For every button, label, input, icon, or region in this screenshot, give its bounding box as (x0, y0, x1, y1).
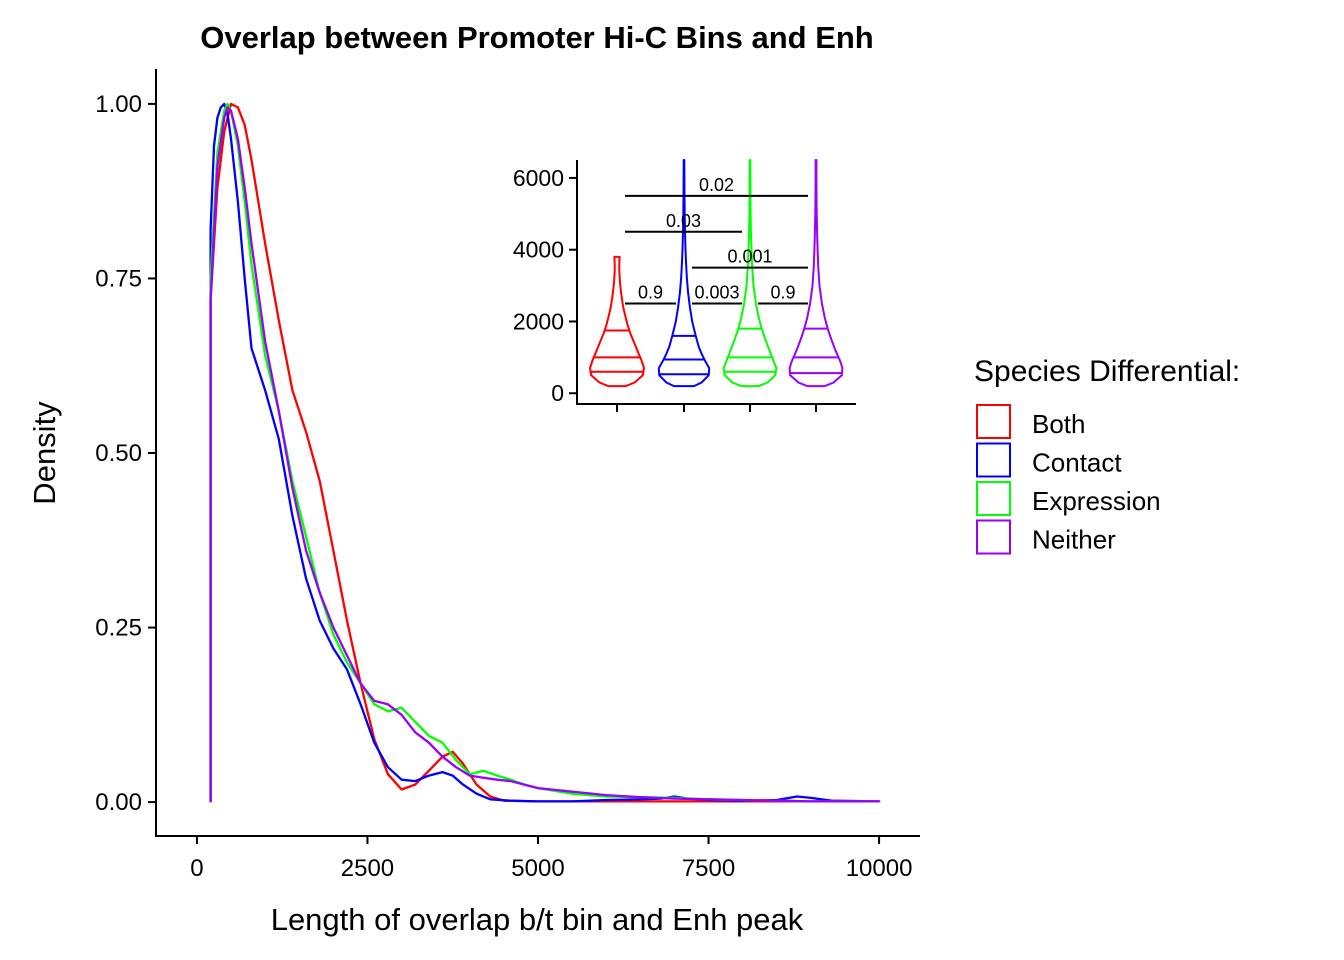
legend-key-neither (976, 519, 1011, 555)
legend-label-both: Both (1032, 409, 1086, 439)
y-tick-label: 0.50 (95, 440, 142, 467)
inset-violins (589, 159, 844, 388)
inset-y-tick-label: 4000 (513, 237, 564, 263)
violin-both (589, 255, 645, 388)
inset-y-tick-label: 2000 (513, 308, 564, 334)
y-axis-ticks: 0.00 0.25 0.50 0.75 1.00 (95, 91, 156, 816)
x-tick-label: 7500 (682, 855, 735, 882)
comparison-p-value-label: 0.02 (699, 175, 734, 195)
density-series (209, 102, 881, 803)
inset-y-tick-label: 0 (551, 380, 564, 406)
y-tick-label: 0.25 (95, 615, 142, 642)
x-tick-label: 2500 (341, 855, 394, 882)
comparison-p-value-label: 0.001 (727, 247, 772, 267)
y-tick-label: 1.00 (95, 91, 142, 118)
violin-contact (657, 159, 711, 388)
series-line-neither (209, 106, 881, 803)
chart-title: Overlap between Promoter Hi-C Bins and E… (200, 20, 874, 55)
inset-x-axis-ticks (616, 404, 817, 412)
y-axis-label: Density (27, 401, 62, 505)
legend-key-both (976, 404, 1011, 439)
x-axis-label: Length of overlap b/t bin and Enh peak (271, 902, 804, 937)
legend-key-expression (976, 481, 1011, 516)
legend-label-contact: Contact (1032, 448, 1122, 478)
legend-items: Both Contact Expression Neither (976, 404, 1161, 555)
x-tick-label: 0 (190, 855, 203, 882)
inset-y-axis-ticks: 0 2000 4000 6000 (513, 165, 577, 406)
comparison-p-value-label: 0.9 (638, 283, 663, 303)
comparison-p-value-label: 0.9 (770, 283, 795, 303)
x-axis-ticks: 0 2500 5000 7500 10000 (190, 836, 912, 882)
legend-label-expression: Expression (1032, 486, 1161, 516)
y-tick-label: 0.75 (95, 265, 142, 292)
legend: Species Differential: Both Contact Express… (974, 355, 1240, 555)
violin-neither (788, 159, 844, 388)
x-tick-label: 5000 (511, 855, 564, 882)
legend-key-contact (976, 442, 1011, 478)
comparison-p-value-label: 0.03 (666, 211, 701, 231)
inset-violin-plot: 0 2000 4000 6000 0.9 0.003 0.9 0.001 0.03 0.02 (513, 159, 856, 412)
y-tick-label: 0.00 (95, 789, 142, 816)
legend-label-neither: Neither (1032, 525, 1116, 555)
comparison-p-value-label: 0.003 (694, 283, 739, 303)
violin-expression (722, 159, 778, 388)
inset-y-tick-label: 6000 (513, 165, 564, 191)
x-tick-label: 10000 (846, 855, 913, 882)
inset-comparisons: 0.9 0.003 0.9 0.001 0.03 0.02 (625, 175, 808, 305)
legend-title: Species Differential: (974, 355, 1240, 388)
